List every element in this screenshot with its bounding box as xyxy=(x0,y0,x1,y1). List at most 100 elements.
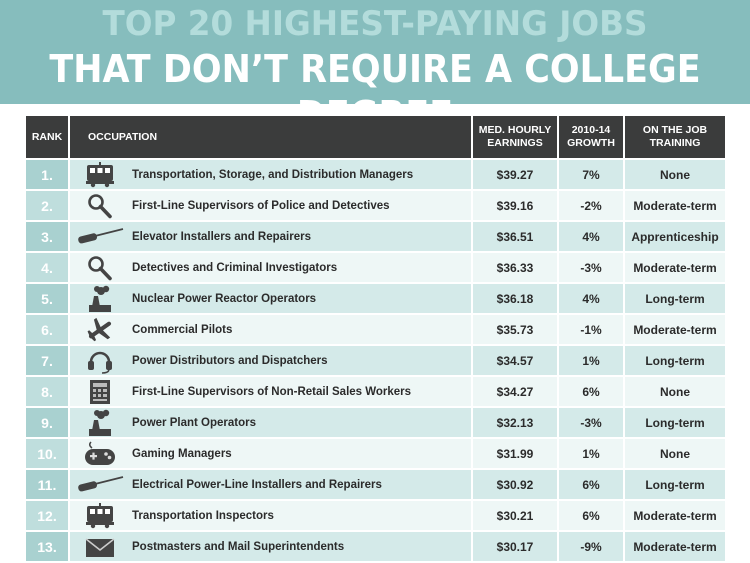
table-row: 2. First-Line Supervisors of Police and D… xyxy=(26,189,725,220)
earnings-cell: $34.57 xyxy=(473,344,559,375)
table-row: 4. Detectives and Criminal Investigators $… xyxy=(26,251,725,282)
occupation-cell: Power Distributors and Dispatchers xyxy=(130,344,473,375)
rank-cell: 5. xyxy=(26,282,70,313)
occupation-cell: Nuclear Power Reactor Operators xyxy=(130,282,473,313)
tram-icon xyxy=(70,502,130,529)
table-row: 5. Nuclear Power Reactor Operators $36.18 4… xyxy=(26,282,725,313)
magnifier-icon xyxy=(70,193,130,219)
growth-cell: -3% xyxy=(559,406,625,437)
training-cell: Moderate-term xyxy=(625,530,725,561)
jobs-table: RANK OCCUPATION MED. HOURLY EARNINGS 2010… xyxy=(26,116,725,561)
growth-cell: -2% xyxy=(559,189,625,220)
tram-icon xyxy=(70,161,130,188)
gamepad-icon xyxy=(70,440,130,468)
rank-cell: 2. xyxy=(26,189,70,220)
table-card: RANK OCCUPATION MED. HOURLY EARNINGS 2010… xyxy=(0,104,750,563)
occupation-icon-cell xyxy=(70,313,130,344)
growth-cell: -9% xyxy=(559,530,625,561)
occupation-cell: First-Line Supervisors of Non-Retail Sal… xyxy=(130,375,473,406)
table-row: 3. Elevator Installers and Repairers $36.5… xyxy=(26,220,725,251)
column-header-row: RANK OCCUPATION MED. HOURLY EARNINGS 2010… xyxy=(26,116,725,158)
occupation-icon-cell xyxy=(70,499,130,530)
earnings-cell: $30.21 xyxy=(473,499,559,530)
factory-icon xyxy=(70,409,130,437)
occupation-icon-cell xyxy=(70,406,130,437)
occupation-cell: Power Plant Operators xyxy=(130,406,473,437)
training-cell: Moderate-term xyxy=(625,499,725,530)
title-line-1: TOP 20 HIGHEST-PAYING JOBS xyxy=(102,4,648,44)
occupation-icon-cell xyxy=(70,158,130,189)
training-cell: Moderate-term xyxy=(625,189,725,220)
rank-cell: 7. xyxy=(26,344,70,375)
table-row: 1. Transportation, Storage, and Distribut… xyxy=(26,158,725,189)
screwdriver-icon xyxy=(70,226,130,248)
growth-cell: 6% xyxy=(559,499,625,530)
headset-icon xyxy=(70,348,130,374)
infographic-header: TOP 20 HIGHEST-PAYING JOBS THAT DON’T RE… xyxy=(0,0,750,137)
growth-cell: 1% xyxy=(559,344,625,375)
earnings-cell: $36.33 xyxy=(473,251,559,282)
rank-cell: 13. xyxy=(26,530,70,561)
occupation-icon-cell xyxy=(70,437,130,468)
earnings-cell: $39.27 xyxy=(473,158,559,189)
earnings-cell: $32.13 xyxy=(473,406,559,437)
occupation-icon-cell xyxy=(70,251,130,282)
occupation-cell: Commercial Pilots xyxy=(130,313,473,344)
training-cell: Moderate-term xyxy=(625,251,725,282)
occupation-icon-cell xyxy=(70,282,130,313)
factory-icon xyxy=(70,285,130,313)
training-cell: Moderate-term xyxy=(625,313,725,344)
training-cell: Long-term xyxy=(625,406,725,437)
occupation-cell: Detectives and Criminal Investigators xyxy=(130,251,473,282)
col-training: ON THE JOB TRAINING xyxy=(625,116,725,158)
table-row: 13. Postmasters and Mail Superintendents $… xyxy=(26,530,725,561)
occupation-cell: Electrical Power-Line Installers and Rep… xyxy=(130,468,473,499)
training-cell: Long-term xyxy=(625,468,725,499)
earnings-cell: $35.73 xyxy=(473,313,559,344)
table-row: 12. Transportation Inspectors $30.21 6% Mode… xyxy=(26,499,725,530)
col-occupation: OCCUPATION xyxy=(70,116,473,158)
table-row: 8. First-Line Supervisors of Non-Retail S… xyxy=(26,375,725,406)
rank-cell: 8. xyxy=(26,375,70,406)
occupation-icon-cell xyxy=(70,189,130,220)
envelope-icon xyxy=(70,535,130,559)
earnings-cell: $31.99 xyxy=(473,437,559,468)
table-row: 11. Electrical Power-Line Installers and … xyxy=(26,468,725,499)
occupation-cell: Gaming Managers xyxy=(130,437,473,468)
table-row: 6. Commercial Pilots $35.73 -1% Moderate-ter… xyxy=(26,313,725,344)
occupation-icon-cell xyxy=(70,375,130,406)
rank-cell: 10. xyxy=(26,437,70,468)
rank-cell: 6. xyxy=(26,313,70,344)
earnings-cell: $36.18 xyxy=(473,282,559,313)
occupation-icon-cell xyxy=(70,468,130,499)
training-cell: Long-term xyxy=(625,344,725,375)
earnings-cell: $39.16 xyxy=(473,189,559,220)
table-row: 10. Gaming Managers $31.99 1% None xyxy=(26,437,725,468)
training-cell: None xyxy=(625,158,725,189)
rank-cell: 9. xyxy=(26,406,70,437)
col-rank: RANK xyxy=(26,116,70,158)
occupation-icon-cell xyxy=(70,530,130,561)
growth-cell: 6% xyxy=(559,468,625,499)
rank-cell: 11. xyxy=(26,468,70,499)
occupation-cell: Transportation, Storage, and Distributio… xyxy=(130,158,473,189)
growth-cell: 4% xyxy=(559,282,625,313)
growth-cell: 6% xyxy=(559,375,625,406)
occupation-icon-cell xyxy=(70,220,130,251)
growth-cell: -1% xyxy=(559,313,625,344)
cash-register-icon xyxy=(70,378,130,406)
growth-cell: -3% xyxy=(559,251,625,282)
rank-cell: 12. xyxy=(26,499,70,530)
training-cell: None xyxy=(625,437,725,468)
earnings-cell: $30.17 xyxy=(473,530,559,561)
magnifier-icon xyxy=(70,255,130,281)
col-earnings: MED. HOURLY EARNINGS xyxy=(473,116,559,158)
earnings-cell: $34.27 xyxy=(473,375,559,406)
screwdriver-icon xyxy=(70,474,130,496)
occupation-cell: Transportation Inspectors xyxy=(130,499,473,530)
occupation-cell: First-Line Supervisors of Police and Det… xyxy=(130,189,473,220)
growth-cell: 4% xyxy=(559,220,625,251)
earnings-cell: $36.51 xyxy=(473,220,559,251)
growth-cell: 7% xyxy=(559,158,625,189)
training-cell: Long-term xyxy=(625,282,725,313)
